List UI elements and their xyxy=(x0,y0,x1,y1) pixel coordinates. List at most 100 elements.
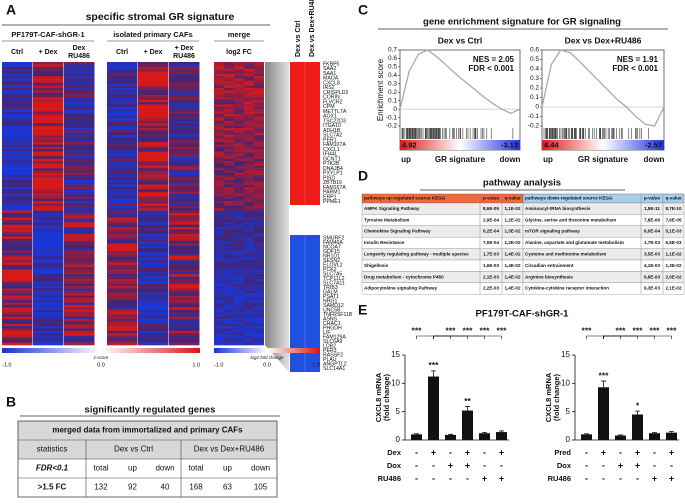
heatmap-cell xyxy=(2,205,33,209)
heatmap-cell xyxy=(254,309,264,313)
heatmap-cell xyxy=(107,311,138,315)
heatmap-cell xyxy=(234,201,244,204)
heatmap-cell xyxy=(64,309,95,313)
heatmap-cell xyxy=(64,104,95,108)
heatmap-cell xyxy=(244,92,254,96)
heatmap-cell xyxy=(138,128,169,131)
heatmap-cell xyxy=(224,172,234,176)
heatmap-cell xyxy=(107,234,138,237)
heatmap-cell xyxy=(244,302,254,306)
gene-name: CXCL1 xyxy=(323,147,340,153)
heatmap-cell xyxy=(2,71,33,75)
heatmap-cell xyxy=(214,286,224,289)
group-name: merge xyxy=(228,30,251,39)
heatmap-cell xyxy=(224,281,234,284)
heatmap-cell xyxy=(2,283,33,287)
table-cell: 2,1E-02 xyxy=(665,286,682,291)
heatmap-cell xyxy=(64,189,95,193)
heatmap-cell xyxy=(33,97,64,101)
heatmap-cell xyxy=(138,328,169,332)
heatmap-cell xyxy=(214,208,224,211)
heatmap-cell xyxy=(33,316,64,320)
heatmap-cell xyxy=(33,250,64,254)
heatmap-cell xyxy=(214,97,224,101)
heatmap-cell xyxy=(234,120,244,124)
table-cell: 2,9E-04 xyxy=(483,217,500,222)
heatmap-cell xyxy=(254,198,264,202)
heatmap-cell xyxy=(169,321,200,325)
heatmap-cell xyxy=(169,130,200,134)
heatmap-cell xyxy=(234,125,244,129)
heatmap-cell xyxy=(234,309,244,313)
heatmap-cell xyxy=(2,231,33,235)
heatmap-cell xyxy=(244,203,254,207)
heatmap-cell xyxy=(234,323,244,327)
bar xyxy=(666,432,677,440)
heatmap-cell xyxy=(138,142,169,145)
heatmap-cell xyxy=(254,238,264,242)
heatmap-cell xyxy=(244,113,254,117)
heatmap-cell xyxy=(254,304,264,308)
heatmap-cell xyxy=(224,340,234,343)
heatmap-cell xyxy=(33,208,64,211)
heatmap-cell xyxy=(107,283,138,287)
gene-name: GCNT1 xyxy=(323,156,341,162)
heatmap-cell xyxy=(64,203,95,207)
heatmap-cell xyxy=(224,276,234,280)
heatmap-cell xyxy=(234,224,244,228)
heatmap-cell xyxy=(138,120,169,124)
heatmap-cell xyxy=(64,153,95,157)
heatmap-cell xyxy=(234,262,244,266)
heatmap-cell xyxy=(244,236,254,240)
heatmap-cell xyxy=(234,85,244,89)
heatmap-cell xyxy=(254,168,264,171)
treatment-sign: - xyxy=(619,447,622,457)
heatmap-cell xyxy=(244,290,254,294)
heatmap-cell xyxy=(214,212,224,216)
scale-label: z-score xyxy=(93,355,109,360)
heatmap-cell xyxy=(107,189,138,193)
heatmap-cell xyxy=(64,73,95,77)
heatmap-cell xyxy=(254,99,264,103)
heatmap-cell xyxy=(214,257,224,261)
heatmap-cell xyxy=(107,212,138,216)
heatmap-cell xyxy=(138,76,169,79)
heatmap-cell xyxy=(169,231,200,235)
heatmap-cell xyxy=(107,198,138,202)
heatmap-cell xyxy=(138,260,169,263)
heatmap-cell xyxy=(254,264,264,268)
heatmap-cell xyxy=(138,189,169,193)
treatment-name: RU486 xyxy=(378,474,401,483)
heatmap-cell xyxy=(2,302,33,306)
heatmap-cell xyxy=(169,250,200,254)
heatmap-cell xyxy=(169,153,200,157)
significance: ** xyxy=(464,396,471,406)
heatmap-cell xyxy=(234,92,244,96)
heatmap-cell xyxy=(254,283,264,287)
heatmap-cell xyxy=(169,73,200,77)
heatmap-cell xyxy=(224,80,234,84)
heatmap-cell xyxy=(138,69,169,72)
heatmap-cell xyxy=(169,139,200,143)
annotation: FDR < 0.001 xyxy=(468,64,514,73)
heatmap-cell xyxy=(107,293,138,296)
column-label: RU486 xyxy=(173,53,195,60)
heatmap-cell xyxy=(254,128,264,131)
heatmap-cell xyxy=(2,153,33,157)
heatmap-cell xyxy=(2,260,33,263)
heatmap-cell xyxy=(64,210,95,214)
heatmap-cell xyxy=(2,224,33,228)
heatmap-cell xyxy=(169,222,200,226)
heatmap-cell xyxy=(234,102,244,105)
heatmap-cell xyxy=(214,87,224,91)
heatmap-cell xyxy=(138,85,169,89)
heatmap-cell xyxy=(169,340,200,343)
heatmap-cell xyxy=(107,191,138,195)
heatmap-cell xyxy=(214,271,224,275)
column-label: RU486 xyxy=(68,53,90,60)
bar xyxy=(649,433,660,440)
heatmap-cell xyxy=(2,276,33,280)
heatmap-cell xyxy=(107,186,138,190)
heatmap-cell xyxy=(169,85,200,89)
treatment-sign: - xyxy=(415,447,418,457)
